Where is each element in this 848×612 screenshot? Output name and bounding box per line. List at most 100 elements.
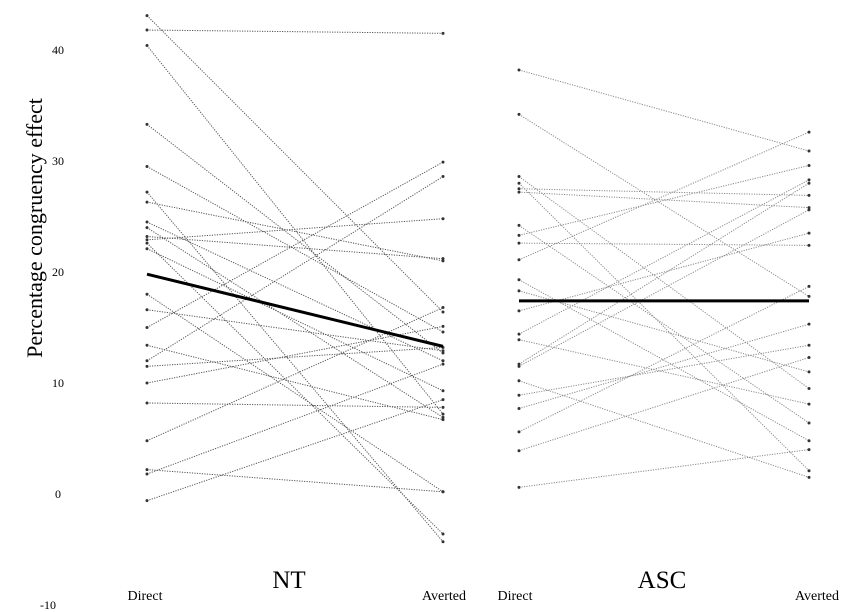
asc-participant-7-direct-point [517,223,521,227]
asc-participant-line-14 [518,179,810,335]
nt-averted-label: Averted [422,589,466,604]
nt-participant-18-direct-point [145,359,149,363]
nt-participant-17-direct-point [145,343,149,347]
nt-participant-8-averted-point [441,359,445,363]
asc-direct-label: Direct [498,589,533,604]
nt-participant-24-direct-point [145,472,149,476]
asc-participant-18-direct-point [517,379,521,383]
nt-participant-line-21 [146,402,444,408]
nt-participant-3-averted-point [441,412,445,416]
asc-participant-13-averted-point [807,231,811,235]
asc-participant-19-direct-point [517,393,521,397]
y-tick-20: 20 [52,265,64,279]
asc-participant-21-averted-point [807,284,811,288]
asc-participant-15-direct-point [517,338,521,342]
asc-participant-14-averted-point [807,178,811,182]
nt-participant-3-direct-point [145,44,149,48]
nt-participant-5-averted-point [441,330,445,334]
nt-participant-19-direct-point [145,364,149,368]
nt-participant-2-averted-point [441,31,445,35]
asc-participant-4-direct-point [517,181,521,185]
asc-participant-6-direct-point [517,190,521,194]
nt-participant-line-25 [146,399,444,502]
nt-participant-24-averted-point [441,362,445,366]
nt-participant-6-direct-point [145,190,149,194]
asc-participant-14-direct-point [517,332,521,336]
asc-participant-18-averted-point [807,475,811,479]
asc-participant-line-4 [518,182,810,472]
nt-participant-2-direct-point [145,28,149,32]
nt-participant-14-direct-point [145,292,149,296]
nt-participant-7-averted-point [441,259,445,263]
asc-participant-17-direct-point [517,364,521,368]
nt-participant-22-averted-point [441,306,445,310]
nt-participant-21-direct-point [145,401,149,405]
asc-group-label: ASC [638,567,687,594]
asc-participant-22-direct-point [517,449,521,453]
asc-participant-line-2 [518,113,810,297]
nt-group-label: NT [272,567,305,594]
series-lines [145,14,811,544]
asc-participant-line-17 [518,209,810,367]
asc-participant-20-averted-point [807,322,811,326]
nt-participant-12-direct-point [145,241,149,245]
nt-participant-line-23 [146,469,444,493]
asc-participant-16-averted-point [807,181,811,185]
nt-participant-line-12 [146,242,444,535]
nt-participant-line-5 [146,166,444,333]
asc-participant-12-averted-point [807,370,811,374]
nt-participant-4-averted-point [441,351,445,355]
y-tick-40: 40 [52,43,64,57]
asc-participant-22-averted-point [807,355,811,359]
nt-participant-line-1 [146,15,444,313]
nt-participant-5-direct-point [145,165,149,169]
mean-lines [146,272,809,348]
nt-participant-16-averted-point [441,160,445,164]
asc-participant-10-direct-point [517,258,521,262]
asc-participant-line-23 [518,449,810,488]
nt-participant-line-24 [146,363,444,475]
asc-participant-3-averted-point [807,387,811,391]
nt-participant-16-direct-point [145,326,149,329]
asc-participant-line-8 [518,164,810,236]
nt-participant-13-direct-point [145,247,149,251]
asc-participant-5-averted-point [807,193,811,197]
nt-participant-line-22 [146,307,444,442]
nt-mean-line [146,272,444,348]
nt-participant-11-averted-point [441,217,445,221]
nt-participant-13-averted-point [441,389,445,393]
asc-participant-line-5 [518,188,810,196]
asc-averted-label: Averted [795,589,839,604]
nt-participant-22-direct-point [145,439,149,443]
nt-participant-9-direct-point [145,226,149,230]
asc-participant-line-21 [518,285,810,433]
asc-participant-11-direct-point [517,278,521,282]
asc-participant-line-6 [518,191,810,209]
nt-participant-21-averted-point [441,405,445,409]
asc-participant-line-19 [518,344,810,396]
nt-participant-line-17 [146,344,444,421]
asc-participant-line-9 [518,242,810,246]
nt-participant-10-averted-point [441,257,445,261]
nt-participant-line-4 [146,123,444,354]
nt-participant-15-averted-point [441,349,445,353]
nt-participant-18-averted-point [441,175,445,179]
asc-participant-2-direct-point [517,112,521,116]
asc-participant-6-averted-point [807,206,811,210]
nt-participant-25-averted-point [441,398,445,402]
y-axis-label: Percentage congruency effect [22,98,47,358]
asc-participant-9-direct-point [517,241,521,245]
asc-participant-7-averted-point [807,421,811,425]
asc-participant-21-direct-point [517,430,521,434]
nt-participant-15-direct-point [145,308,149,312]
nt-participant-23-direct-point [145,468,149,472]
asc-participant-line-22 [518,356,810,452]
nt-participant-line-13 [146,248,444,392]
asc-participant-19-averted-point [807,343,811,347]
asc-participant-8-direct-point [517,233,521,237]
asc-participant-2-averted-point [807,294,811,298]
asc-participant-line-10 [518,131,810,261]
asc-participant-13-direct-point [517,309,521,313]
asc-participant-23-direct-point [517,485,521,489]
nt-participant-20-averted-point [441,324,445,328]
